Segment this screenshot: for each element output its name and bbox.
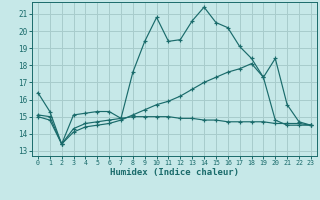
X-axis label: Humidex (Indice chaleur): Humidex (Indice chaleur) [110,168,239,177]
